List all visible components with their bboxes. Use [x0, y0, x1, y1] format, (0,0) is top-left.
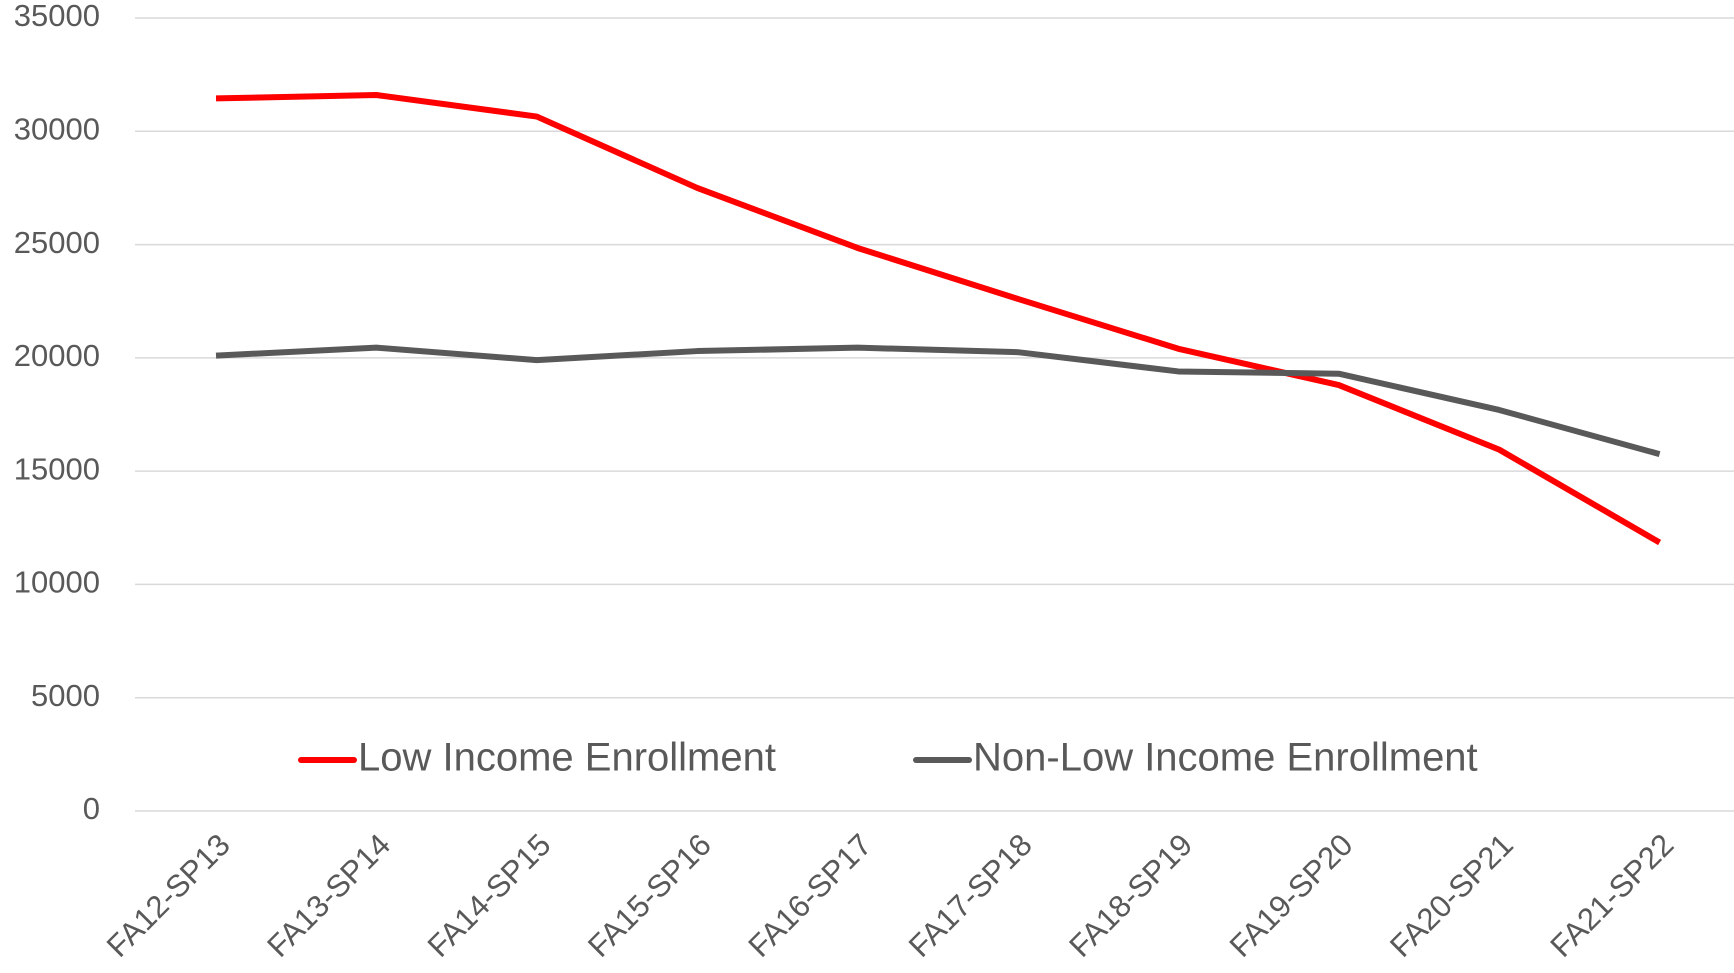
x-tick-label: FA16-SP17 [741, 827, 878, 964]
x-tick-label: FA18-SP19 [1062, 827, 1199, 964]
line-series [215, 92, 1662, 546]
legend-label: Non-Low Income Enrollment [973, 736, 1478, 780]
y-tick-label: 30000 [14, 111, 100, 146]
x-tick-label: FA17-SP18 [902, 827, 1039, 964]
x-tick-label: FA20-SP21 [1383, 827, 1520, 964]
legend-label: Low Income Enrollment [358, 736, 776, 780]
x-tick-label: FA19-SP20 [1223, 827, 1360, 964]
y-tick-label: 20000 [14, 338, 100, 373]
y-tick-label: 15000 [14, 451, 100, 486]
x-tick-label: FA21-SP22 [1543, 827, 1680, 964]
x-tick-label: FA12-SP13 [100, 827, 237, 964]
y-tick-label: 35000 [14, 0, 100, 33]
y-tick-label: 10000 [14, 565, 100, 600]
y-tick-label: 0 [83, 791, 100, 826]
y-tick-label: 5000 [31, 678, 100, 713]
x-tick-label: FA13-SP14 [260, 827, 397, 964]
x-tick-label: FA15-SP16 [581, 827, 718, 964]
y-tick-label: 25000 [14, 225, 100, 260]
line-series [215, 344, 1661, 458]
x-tick-label: FA14-SP15 [421, 827, 558, 964]
